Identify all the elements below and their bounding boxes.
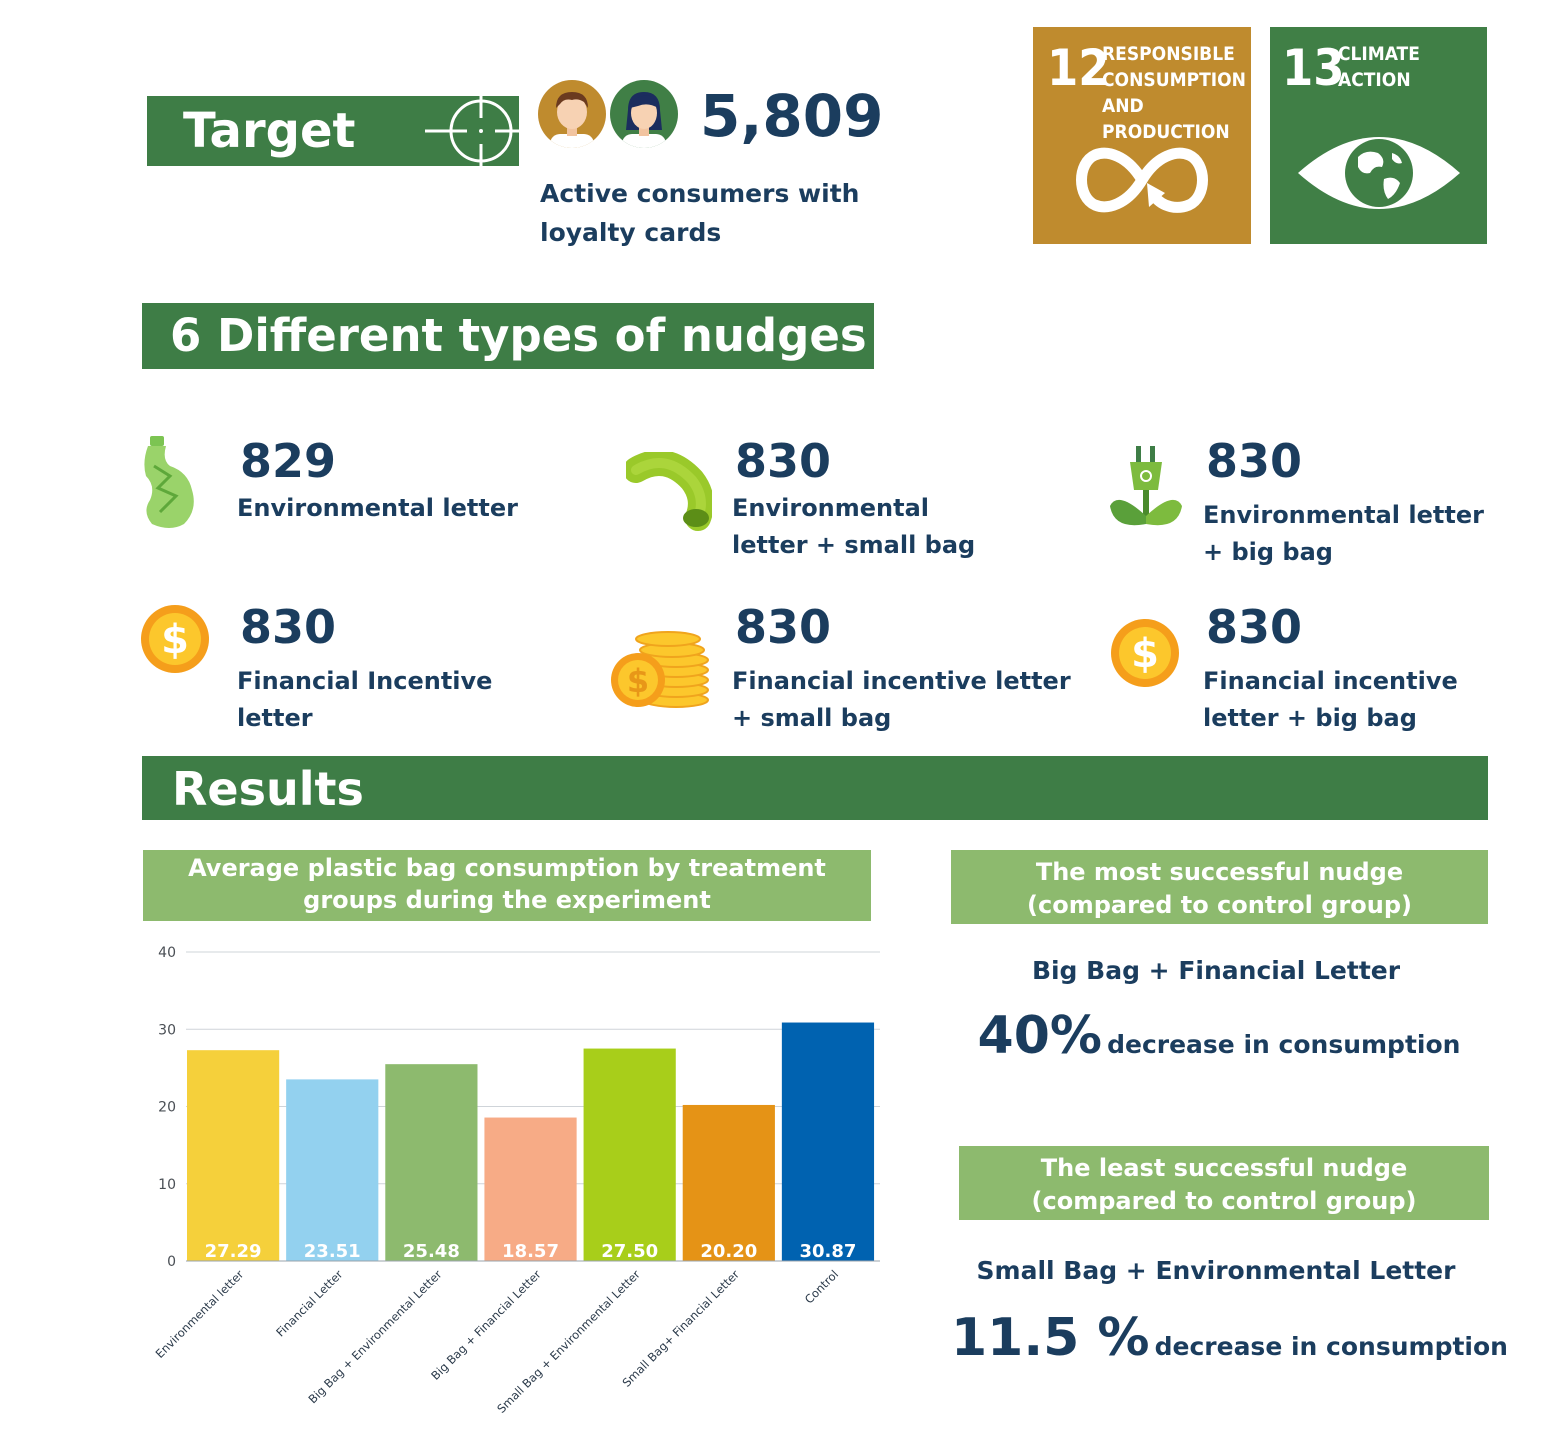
sdg-13-tile: 13 CLIMATE ACTION [1270,27,1487,244]
least-successful-result: 11.5 % decrease in consumption [951,1308,1508,1368]
target-count: 5,809 [700,82,884,150]
dollar-coin-icon: $ [141,605,209,673]
bar-value-label: 18.57 [502,1241,559,1262]
bar-value-label: 27.29 [205,1241,262,1262]
sdg-13-title: CLIMATE ACTION [1338,43,1420,91]
most-successful-result: 40% decrease in consumption [951,1006,1487,1066]
nudge-1-label: Environmental letter [237,494,518,522]
svg-text:$: $ [627,662,649,700]
chart-title: Average plastic bag consumption by treat… [143,850,871,921]
svg-text:$: $ [1131,631,1159,677]
least-successful-name: Small Bag + Environmental Letter [976,1256,1456,1285]
x-tick-label: Small Bag+ Financial Letter [619,1267,742,1390]
nudge-3-label: Environmental letter + big bag [1203,501,1484,566]
bar [484,1117,577,1261]
target-description: Active consumers with loyalty cards [540,179,860,247]
nudge-1-count: 829 [240,434,337,488]
nudge-5-count: 830 [735,600,832,654]
sdg-13-number: 13 [1282,39,1345,97]
bar-chart: 0 10 20 30 40 27.29 Environmental letter 23.51 F… [153,945,880,1416]
target-banner: Target [147,96,519,166]
most-successful-name: Big Bag + Financial Letter [1031,956,1401,985]
bar [583,1048,676,1261]
bar [286,1079,379,1261]
nudges-banner: 6 Different types of nudges [142,303,874,369]
bar-value-label: 30.87 [799,1241,856,1262]
nudge-4-label: Financial Incentive letter [237,667,493,732]
least-successful-header: The least successful nudge (compared to … [959,1146,1489,1220]
nudge-2-count: 830 [735,434,832,488]
nudge-3-count: 830 [1206,434,1303,488]
least-successful-text: decrease in consumption [1154,1332,1508,1361]
x-tick-label: Financial Letter [273,1267,345,1339]
bar [187,1050,280,1261]
y-tick-label: 0 [167,1254,176,1270]
y-tick-label: 10 [158,1177,176,1193]
least-successful-pct: 11.5 % [951,1308,1150,1368]
nudges-title: 6 Different types of nudges [170,309,867,362]
sdg-12-title: RESPONSIBLE CONSUMPTION AND PRODUCTION [1102,43,1246,143]
crushed-bottle-icon [144,436,194,528]
nudge-6-label: Financial incentive letter + big bag [1203,667,1458,732]
bar [781,1022,875,1261]
nudge-5-label: Financial incentive letter + small bag [732,667,1071,732]
results-banner: Results [142,756,1488,820]
green-tube-icon [626,452,712,531]
svg-text:$: $ [161,617,189,663]
y-tick-label: 30 [158,1022,176,1038]
eye-globe-icon [1298,137,1460,209]
coin-stack-icon: $ [611,631,709,708]
dollar-coin-icon: $ [1111,619,1179,687]
bar-value-label: 20.20 [700,1241,757,1262]
most-successful-text: decrease in consumption [1107,1030,1461,1059]
bar-value-label: 23.51 [304,1241,361,1262]
infinity-icon [1076,147,1208,213]
nudge-2-label: Environmental letter + small bag [732,494,976,559]
y-tick-label: 20 [158,1100,176,1116]
sdg-12-number: 12 [1047,39,1110,97]
target-label: Target [183,103,356,159]
most-successful-header: The most successful nudge (compared to c… [951,850,1488,924]
crosshair-icon [425,96,519,166]
most-successful-pct: 40% [977,1006,1102,1066]
sdg-12-tile: 12 RESPONSIBLE CONSUMPTION AND PRODUCTIO… [1033,27,1251,244]
bar [682,1104,775,1261]
female-avatar-icon [610,80,678,148]
bar-value-label: 25.48 [403,1241,460,1262]
bar-value-label: 27.50 [601,1241,658,1262]
y-tick-label: 40 [158,945,176,961]
bar [385,1064,478,1261]
nudge-4-count: 830 [240,600,337,654]
x-tick-label: Environmental letter [153,1267,247,1361]
male-avatar-icon [538,80,606,148]
results-title: Results [172,762,364,816]
x-tick-label: Big Bag + Financial Letter [428,1267,544,1383]
nudge-6-count: 830 [1206,600,1303,654]
x-tick-label: Control [802,1267,841,1306]
plug-leaves-icon [1110,446,1182,526]
